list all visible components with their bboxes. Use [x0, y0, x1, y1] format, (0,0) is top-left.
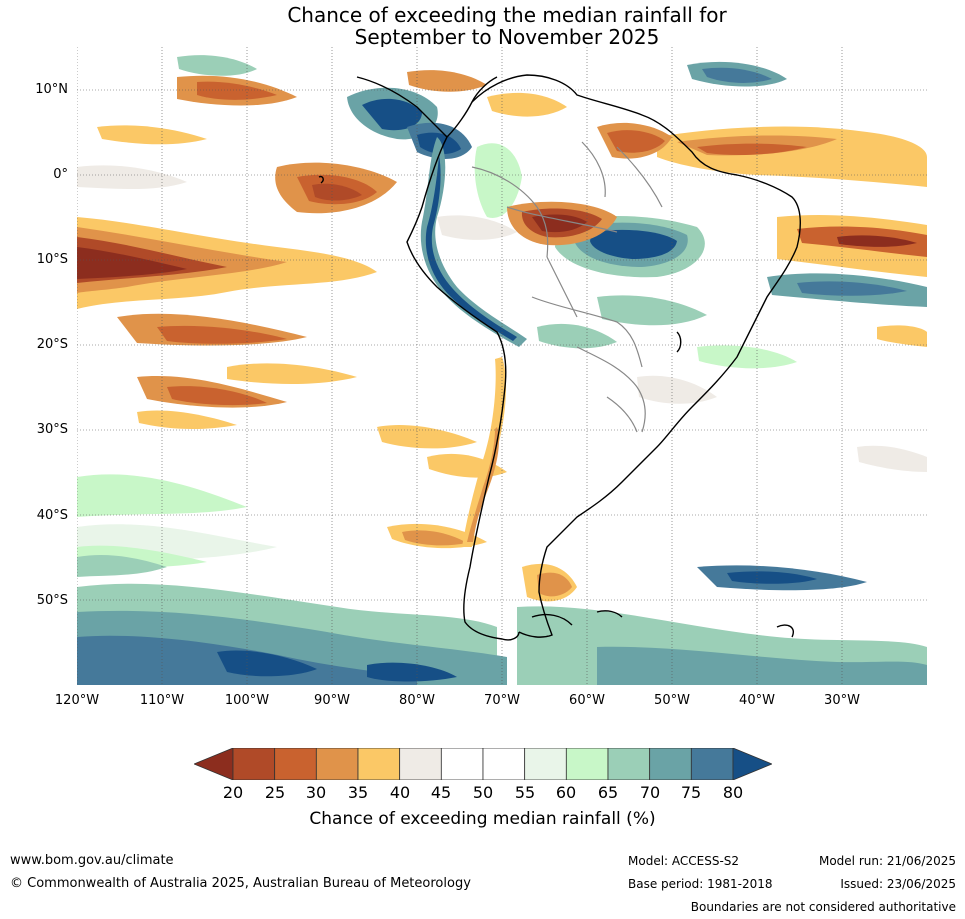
legend-swatch — [232, 747, 276, 781]
lon-label-50w: 50°W — [654, 693, 690, 708]
legend-tick-20: 20 — [222, 783, 244, 802]
lon-label-40w: 40°W — [739, 693, 775, 708]
lat-label-30s: 30°S — [36, 422, 68, 437]
legend-swatch — [690, 747, 734, 781]
legend-swatch — [607, 747, 651, 781]
legend-tick-60: 60 — [555, 783, 577, 802]
lat-label-10s: 10°S — [36, 252, 68, 267]
central-america-wet — [177, 55, 787, 159]
neutral-patches — [77, 165, 927, 472]
legend-tick-40: 40 — [389, 783, 411, 802]
lat-label-0: 0° — [53, 167, 68, 182]
legend-arrow-high — [732, 747, 774, 781]
southern-wet-band — [77, 474, 927, 685]
country-borders — [471, 141, 663, 433]
lat-label-10n: 10°N — [35, 82, 68, 97]
copyright-text: © Commonwealth of Australia 2025, Austra… — [10, 876, 471, 891]
amazon-dry-region — [507, 122, 672, 246]
brazil-wet-region — [474, 143, 927, 369]
legend-label: Chance of exceeding median rainfall (%) — [309, 809, 656, 829]
disclaimer-text: Boundaries are not considered authoritat… — [690, 900, 956, 914]
legend-tick-35: 35 — [347, 783, 369, 802]
rainfall-map-canvas — [77, 47, 927, 685]
lon-label-30w: 30°W — [824, 693, 860, 708]
legend-swatch — [565, 747, 609, 781]
lon-label-90w: 90°W — [314, 693, 350, 708]
lon-label-70w: 70°W — [484, 693, 520, 708]
legend-swatch — [440, 747, 484, 781]
andes-wet-ribbon — [420, 137, 527, 347]
lon-label-100w: 100°W — [224, 693, 270, 708]
map-title-line2: September to November 2025 — [354, 25, 660, 49]
legend-tick-80: 80 — [722, 783, 744, 802]
map-title-line1: Chance of exceeding the median rainfall … — [287, 3, 727, 27]
map-gridlines — [77, 47, 927, 685]
legend-tick-30: 30 — [305, 783, 327, 802]
legend-tick-55: 55 — [514, 783, 536, 802]
lat-label-50s: 50°S — [36, 593, 68, 608]
legend-swatch — [274, 747, 317, 781]
legend-arrow-low — [192, 747, 234, 781]
website-link[interactable]: www.bom.gov.au/climate — [10, 853, 174, 868]
legend-tick-45: 45 — [430, 783, 452, 802]
rainfall-map — [77, 47, 927, 685]
model-run-text: Model run: 21/06/2025 — [818, 854, 956, 868]
model-text: Model: ACCESS-S2 — [628, 854, 740, 868]
lat-label-20s: 20°S — [36, 337, 68, 352]
legend-colorbar — [192, 747, 774, 781]
legend-swatch — [482, 747, 526, 781]
lon-label-120w: 120°W — [54, 693, 100, 708]
issued-text: Issued: 23/06/2025 — [840, 877, 956, 891]
legend-swatch — [649, 747, 692, 781]
lon-label-110w: 110°W — [139, 693, 185, 708]
lon-label-60w: 60°W — [569, 693, 605, 708]
coastline — [318, 74, 801, 641]
base-period-text: Base period: 1981-2018 — [628, 877, 773, 891]
legend-tick-70: 70 — [639, 783, 661, 802]
chile-dry-strip — [462, 357, 577, 602]
legend-swatch — [315, 747, 359, 781]
legend-tick-65: 65 — [597, 783, 619, 802]
legend-swatch — [357, 747, 401, 781]
legend-swatch — [524, 747, 567, 781]
legend-tick-50: 50 — [472, 783, 494, 802]
lat-label-40s: 40°S — [36, 508, 68, 523]
pacific-dry-region — [77, 75, 507, 549]
legend-swatch — [399, 747, 442, 781]
legend-colorbar-svg — [192, 747, 774, 781]
lon-label-80w: 80°W — [399, 693, 435, 708]
legend-tick-75: 75 — [680, 783, 702, 802]
map-title: Chance of exceeding the median rainfall … — [0, 4, 965, 48]
legend-tick-25: 25 — [264, 783, 286, 802]
